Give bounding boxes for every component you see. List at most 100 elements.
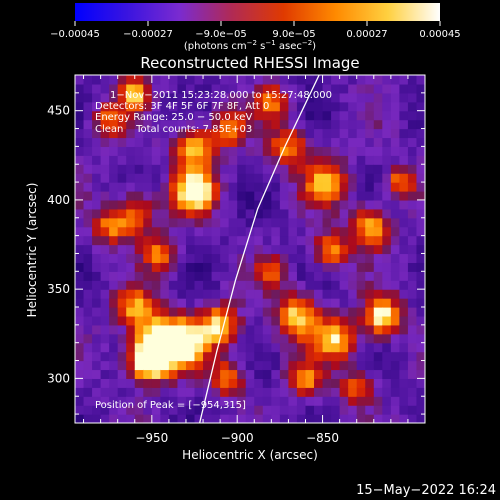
heatmap-cell	[305, 191, 315, 201]
heatmap-cell	[100, 298, 110, 308]
heatmap-cell	[271, 208, 281, 219]
heatmap-cell	[399, 235, 409, 246]
heatmap-cell	[83, 378, 93, 388]
heatmap-cell	[314, 101, 324, 112]
heatmap-cell	[365, 280, 375, 290]
heatmap-cell	[151, 360, 161, 371]
heatmap-cell	[288, 235, 298, 246]
heatmap-cell	[126, 298, 136, 308]
heatmap-cell	[288, 182, 298, 192]
heatmap-cell	[151, 315, 161, 326]
heatmap-cell	[356, 360, 366, 371]
heatmap-cell	[399, 75, 409, 85]
heatmap-cell	[177, 226, 187, 237]
heatmap-cell	[262, 360, 272, 371]
heatmap-cell	[314, 217, 324, 228]
heatmap-cell	[185, 110, 196, 121]
heatmap-cell	[211, 217, 221, 228]
heatmap-cell	[126, 289, 136, 299]
heatmap-cell	[296, 324, 307, 335]
heatmap-cell	[151, 75, 161, 85]
heatmap-cell	[279, 414, 290, 423]
heatmap-cell	[407, 396, 418, 406]
heatmap-cell	[348, 119, 358, 130]
heatmap-cell	[109, 208, 119, 219]
heatmap-cell	[314, 333, 324, 344]
heatmap-cell	[160, 342, 170, 353]
heatmap-cell	[92, 235, 102, 246]
heatmap-cell	[262, 244, 272, 255]
heatmap-cell	[407, 75, 418, 85]
heatmap-cell	[348, 110, 358, 121]
heatmap-cell	[271, 146, 281, 156]
heatmap-cell	[168, 208, 179, 219]
heatmap-cell	[100, 414, 110, 423]
heatmap-cell	[339, 351, 349, 362]
heatmap-cell	[83, 315, 93, 326]
heatmap-cell	[382, 110, 392, 121]
heatmap-cell	[296, 307, 307, 317]
heatmap-cell	[305, 217, 315, 228]
heatmap-cell	[168, 173, 179, 183]
heatmap-cell	[279, 137, 290, 147]
heatmap-cell	[416, 155, 425, 165]
heatmap-cell	[382, 137, 392, 147]
heatmap-cell	[228, 208, 238, 219]
heatmap-cell	[83, 235, 93, 246]
heatmap-cell	[211, 396, 221, 406]
heatmap-cell	[194, 262, 204, 272]
heatmap-cell	[134, 342, 144, 353]
heatmap-cell	[322, 173, 332, 183]
heatmap-cell	[100, 280, 110, 290]
heatmap-cell	[254, 298, 264, 308]
heatmap-cell	[382, 75, 392, 85]
heatmap-cell	[348, 315, 358, 326]
heatmap-cell	[228, 414, 238, 423]
heatmap-cell	[151, 289, 161, 299]
heatmap-cell	[245, 378, 255, 388]
heatmap-cell	[228, 75, 238, 85]
heatmap-cell	[134, 360, 144, 371]
heatmap-cell	[211, 235, 221, 246]
heatmap-cell	[399, 253, 409, 263]
heatmap-cell	[356, 289, 366, 299]
heatmap-cell	[365, 235, 375, 246]
heatmap-cell	[228, 369, 238, 379]
heatmap-cell	[160, 173, 170, 183]
heatmap-cell	[373, 155, 383, 165]
heatmap-cell	[416, 271, 425, 281]
heatmap-cell	[160, 164, 170, 174]
heatmap-cell	[305, 83, 315, 94]
heatmap-cell	[254, 75, 264, 85]
heatmap-cell	[117, 226, 127, 237]
heatmap-cell	[134, 128, 144, 139]
heatmap-cell	[237, 182, 247, 192]
heatmap-cell	[416, 315, 425, 326]
heatmap-cell	[237, 298, 247, 308]
heatmap-cell	[399, 369, 409, 379]
heatmap-cell	[203, 173, 213, 183]
heatmap-cell	[288, 244, 298, 255]
heatmap-cell	[348, 199, 358, 210]
heatmap-cell	[237, 92, 247, 103]
heatmap-cell	[75, 396, 85, 406]
heatmap-cell	[134, 226, 144, 237]
heatmap-cell	[160, 92, 170, 103]
heatmap-cell	[143, 110, 153, 121]
heatmap-cell	[168, 414, 179, 423]
heatmap-cell	[322, 289, 332, 299]
heatmap-cell	[348, 137, 358, 147]
heatmap-cell	[279, 119, 290, 130]
heatmap-cell	[92, 217, 102, 228]
heatmap-cell	[177, 315, 187, 326]
heatmap-cell	[83, 164, 93, 174]
heatmap-cell	[151, 333, 161, 344]
heatmap-cell	[390, 217, 400, 228]
heatmap-cell	[117, 333, 127, 344]
heatmap-cell	[305, 101, 315, 112]
heatmap-cell	[254, 262, 264, 272]
heatmap-cell	[288, 262, 298, 272]
heatmap-cell	[100, 369, 110, 379]
heatmap-cell	[245, 137, 255, 147]
heatmap-cell	[254, 226, 264, 237]
